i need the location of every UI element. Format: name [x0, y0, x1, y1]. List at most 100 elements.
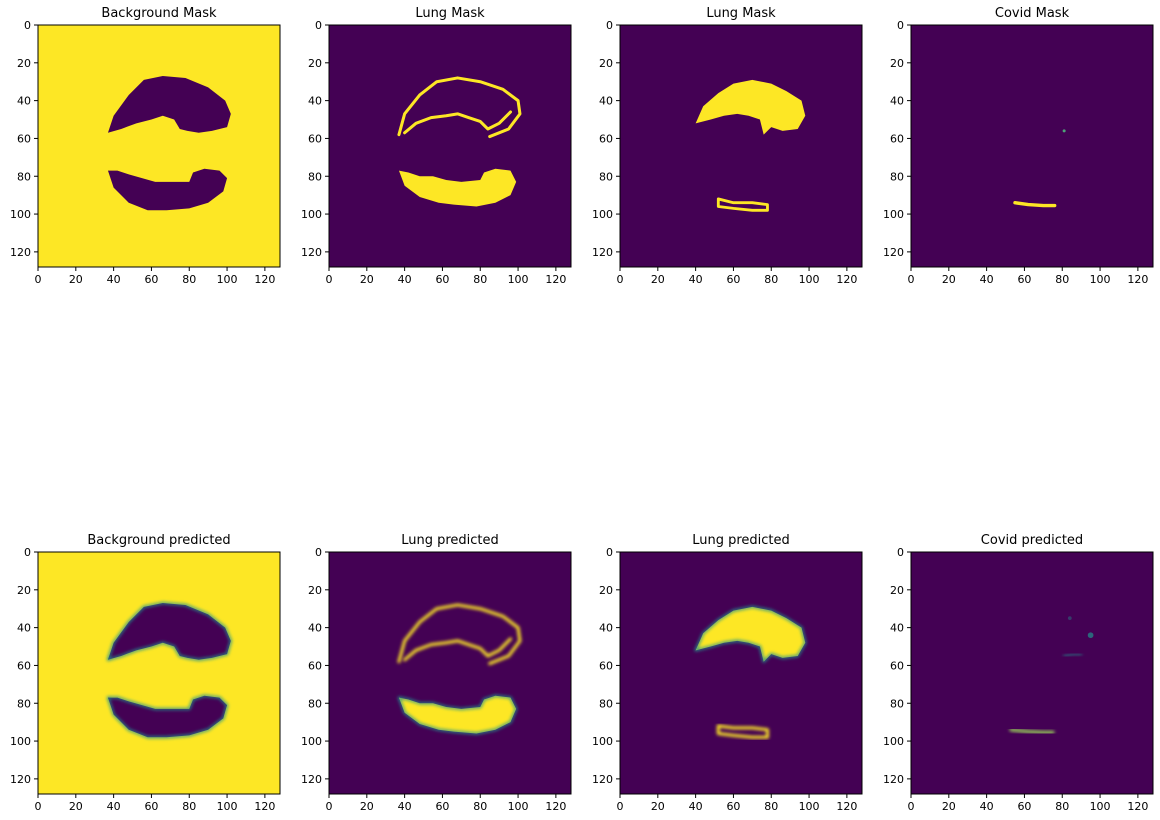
x-tick-label: 20	[69, 800, 83, 813]
heatmap-content	[106, 601, 232, 739]
x-tick-label: 0	[326, 800, 333, 813]
axes-frame	[619, 24, 863, 268]
axes-frame	[328, 24, 572, 268]
mask-region-edge	[397, 694, 518, 735]
x-tick-label: 40	[398, 273, 412, 286]
x-tick-label: 60	[1017, 273, 1031, 286]
mask-line	[1013, 201, 1057, 208]
heatmap-content	[397, 603, 522, 735]
heatmap-background	[911, 25, 1153, 267]
x-tick-label: 0	[908, 800, 915, 813]
heatmap-background	[911, 552, 1153, 794]
y-tick-label: 0	[606, 19, 613, 32]
y-tick-label: 120	[301, 246, 322, 259]
y-tick-label: 60	[308, 659, 322, 672]
y-tick-label: 20	[308, 57, 322, 70]
mask-region-edge	[694, 605, 807, 663]
y-tick-label: 80	[17, 697, 31, 710]
x-tick-label: 80	[182, 273, 196, 286]
x-tick-label: 80	[764, 800, 778, 813]
mask-region	[695, 79, 806, 135]
x-tick-label: 100	[508, 800, 529, 813]
y-tick-label: 120	[883, 246, 904, 259]
y-tick-label: 100	[301, 208, 322, 221]
x-tick-label: 100	[217, 273, 238, 286]
x-tick-label: 40	[107, 273, 121, 286]
heatmap-content	[695, 79, 806, 212]
x-tick-label: 80	[473, 800, 487, 813]
heatmap-background	[329, 25, 571, 267]
y-tick-label: 120	[10, 773, 31, 786]
y-tick-label: 80	[890, 697, 904, 710]
y-tick-label: 0	[606, 546, 613, 559]
y-tick-label: 0	[315, 546, 322, 559]
x-tick-label: 100	[1090, 800, 1111, 813]
y-tick-label: 60	[890, 132, 904, 145]
x-tick-label: 80	[764, 273, 778, 286]
y-tick-label: 120	[592, 246, 613, 259]
y-tick-label: 60	[890, 659, 904, 672]
axes-frame	[37, 24, 281, 268]
mask-line	[397, 76, 522, 139]
x-tick-label: 80	[1055, 273, 1069, 286]
panel-2: Lung Mask 0 20 40 60 80 100 120 0 20 40 60 80 100 120	[301, 6, 572, 286]
x-tick-label: 20	[651, 273, 665, 286]
y-tick-label: 80	[599, 697, 613, 710]
x-tick-label: 40	[980, 800, 994, 813]
heatmap-background	[620, 552, 862, 794]
mask-region-edge	[106, 694, 229, 739]
mask-region	[107, 695, 228, 738]
axes-frame	[619, 551, 863, 795]
x-tick-label: 60	[726, 800, 740, 813]
y-tick-label: 100	[10, 208, 31, 221]
x-tick-label: 60	[144, 273, 158, 286]
heatmap-background	[38, 25, 280, 267]
x-tick-label: 60	[435, 273, 449, 286]
y-tick-label: 0	[315, 19, 322, 32]
y-tick-label: 100	[10, 735, 31, 748]
panel-title: Covid predicted	[981, 533, 1083, 548]
heatmap-content	[694, 605, 807, 739]
mask-region	[398, 695, 517, 734]
y-tick-label: 40	[599, 95, 613, 108]
x-tick-label: 60	[435, 800, 449, 813]
x-tick-label: 100	[799, 800, 820, 813]
y-tick-label: 40	[890, 622, 904, 635]
panel-title: Lung Mask	[415, 6, 485, 21]
x-tick-label: 20	[942, 800, 956, 813]
x-tick-label: 40	[689, 273, 703, 286]
y-tick-label: 40	[890, 95, 904, 108]
y-tick-label: 20	[890, 57, 904, 70]
mask-dot	[1062, 129, 1066, 133]
x-tick-label: 120	[1127, 800, 1148, 813]
panel-title: Lung predicted	[401, 533, 499, 548]
x-tick-label: 0	[326, 273, 333, 286]
mask-region-edge	[106, 601, 232, 661]
x-tick-label: 0	[617, 800, 624, 813]
mask-region	[107, 76, 231, 133]
mask-line	[397, 603, 522, 666]
panel-title: Lung predicted	[692, 533, 790, 548]
mask-ring	[716, 724, 769, 739]
y-tick-label: 20	[599, 584, 613, 597]
y-tick-label: 20	[308, 584, 322, 597]
mask-region	[695, 606, 806, 662]
y-tick-label: 20	[17, 584, 31, 597]
y-tick-label: 40	[308, 95, 322, 108]
x-tick-label: 0	[617, 273, 624, 286]
x-tick-label: 100	[508, 273, 529, 286]
y-tick-label: 0	[897, 19, 904, 32]
panel-title: Background predicted	[87, 533, 230, 548]
y-tick-label: 100	[883, 208, 904, 221]
x-tick-label: 40	[689, 800, 703, 813]
x-tick-label: 120	[545, 800, 566, 813]
x-tick-label: 120	[1127, 273, 1148, 286]
x-tick-label: 20	[360, 273, 374, 286]
y-tick-label: 60	[599, 659, 613, 672]
x-tick-label: 40	[107, 800, 121, 813]
y-tick-label: 40	[17, 622, 31, 635]
x-tick-label: 80	[182, 800, 196, 813]
y-tick-label: 120	[10, 246, 31, 259]
axes-frame	[328, 551, 572, 795]
